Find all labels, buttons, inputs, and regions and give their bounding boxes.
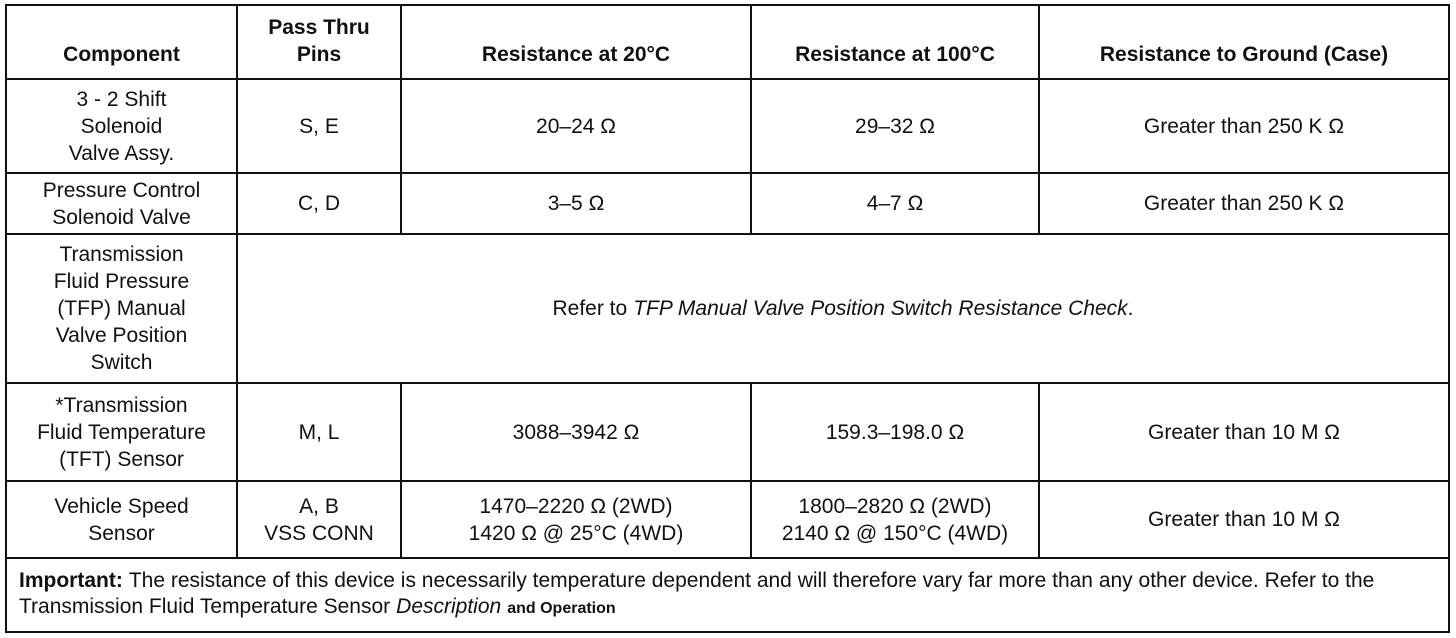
cell-text: 29–32 Ω <box>855 114 935 138</box>
footnote-text: The resistance of this device is necessa… <box>19 569 1375 618</box>
header-row: Component Pass Thru Pins Resistance at 20°C… <box>5 4 1450 80</box>
cell-text: VSS CONN <box>264 521 374 545</box>
table-cell: 1800–2820 Ω (2WD) 2140 Ω @ 150°C (4WD) <box>750 480 1040 559</box>
header-cell: Pass Thru Pins <box>236 4 402 80</box>
cell-text: 20–24 Ω <box>536 114 616 138</box>
cell-text: *Transmission <box>55 393 188 417</box>
table-cell: Transmission Fluid Pressure (TFP) Manual Va… <box>5 233 238 384</box>
table-cell: Greater than 250 K Ω <box>1038 78 1450 174</box>
cell-text: Vehicle Speed <box>54 494 189 518</box>
table-cell: Greater than 10 M Ω <box>1038 480 1450 559</box>
header-text: Component <box>63 43 180 66</box>
table-cell: 20–24 Ω <box>400 78 752 174</box>
table-cell: A, B VSS CONN <box>236 480 402 559</box>
resistance-table: Component Pass Thru Pins Resistance at 20°C… <box>5 4 1450 633</box>
table-cell: 3–5 Ω <box>400 172 752 235</box>
cell-text: Solenoid <box>80 114 163 138</box>
header-text: Pins <box>296 43 342 66</box>
cell-text: 159.3–198.0 Ω <box>825 420 965 444</box>
cell-text: S, E <box>299 114 339 138</box>
header-cell: Resistance at 100°C <box>750 4 1040 80</box>
cell-text: Greater than 250 K Ω <box>1143 192 1345 215</box>
header-text: Resistance to Ground (Case) <box>1099 43 1389 66</box>
cell-text: Greater than 250 K Ω <box>1143 114 1345 138</box>
cell-text: Fluid Pressure <box>53 270 190 293</box>
cell-text: 2140 Ω @ 150°C (4WD) <box>781 521 1009 545</box>
table-cell: 29–32 Ω <box>750 78 1040 174</box>
table-cell: 3 - 2 Shift Solenoid Valve Assy. <box>5 78 238 174</box>
cell-text: 1470–2220 Ω (2WD) <box>479 494 673 518</box>
table-cell: 159.3–198.0 Ω <box>750 382 1040 482</box>
table-cell: S, E <box>236 78 402 174</box>
table-cell: *Transmission Fluid Temperature (TFT) Sens… <box>5 382 238 482</box>
header-text: Resistance at 20°C <box>481 43 671 66</box>
cell-text: 3 - 2 Shift <box>76 87 167 111</box>
table-row: Pressure Control Solenoid Valve C, D 3–5 Ω 4… <box>5 172 1450 235</box>
cell-text: 3088–3942 Ω <box>512 420 640 444</box>
header-cell: Resistance at 20°C <box>400 4 752 80</box>
cell-emphasis: TFP Manual Valve Position Switch Resista… <box>633 297 1128 320</box>
footnote-suffix: and Operation <box>507 600 616 617</box>
footnote-label: Important: <box>19 569 123 592</box>
cell-text: Solenoid Valve <box>52 205 191 229</box>
cell-text: Fluid Temperature <box>37 420 206 444</box>
table-cell: Refer to TFP Manual Valve Position Switch… <box>236 233 1450 384</box>
header-cell: Component <box>5 4 238 80</box>
table-row: Vehicle Speed Sensor A, B VSS CONN 1470–2220… <box>5 480 1450 559</box>
cell-text: M, L <box>298 420 340 444</box>
cell-text: Switch <box>90 351 153 374</box>
table-cell: 4–7 Ω <box>750 172 1040 235</box>
table-cell: Greater than 10 M Ω <box>1038 382 1450 482</box>
cell-text: Transmission <box>59 243 184 266</box>
table-cell: C, D <box>236 172 402 235</box>
cell-text: C, D <box>298 192 340 215</box>
footnote-cell: Important: The resistance of this device … <box>5 557 1450 633</box>
cell-text: Valve Assy. <box>68 141 175 165</box>
cell-text: Pressure Control <box>42 178 201 202</box>
table-body: 3 - 2 Shift Solenoid Valve Assy. S, E 20–24 … <box>5 78 1450 633</box>
cell-text: Sensor <box>88 521 155 545</box>
table-row: *Transmission Fluid Temperature (TFT) Sens… <box>5 382 1450 482</box>
table-cell: 3088–3942 Ω <box>400 382 752 482</box>
cell-text: A, B <box>299 494 339 518</box>
cell-text: Refer to <box>552 297 628 320</box>
footnote-emphasis: Description <box>396 595 502 618</box>
header-text: Resistance at 100°C <box>795 43 995 66</box>
table-row: 3 - 2 Shift Solenoid Valve Assy. S, E 20–24 … <box>5 78 1450 174</box>
table-cell: 1470–2220 Ω (2WD) 1420 Ω @ 25°C (4WD) <box>400 480 752 559</box>
table-cell: Pressure Control Solenoid Valve <box>5 172 238 235</box>
cell-text: 3–5 Ω <box>547 192 605 215</box>
table-cell: Vehicle Speed Sensor <box>5 480 238 559</box>
header-cell: Resistance to Ground (Case) <box>1038 4 1450 80</box>
table-cell: Greater than 250 K Ω <box>1038 172 1450 235</box>
cell-text: 1420 Ω @ 25°C (4WD) <box>468 521 684 545</box>
table-cell: M, L <box>236 382 402 482</box>
cell-text: . <box>1127 297 1134 320</box>
cell-text: 4–7 Ω <box>866 192 924 215</box>
cell-text: Greater than 10 M Ω <box>1148 508 1340 531</box>
cell-text: Valve Position <box>55 324 188 347</box>
header-text: Pass Thru <box>268 16 370 39</box>
cell-text: Greater than 10 M Ω <box>1148 420 1340 444</box>
footnote-row: Important: The resistance of this device … <box>5 557 1450 633</box>
cell-text: (TFT) Sensor <box>59 447 184 471</box>
table-row: Transmission Fluid Pressure (TFP) Manual Va… <box>5 233 1450 384</box>
cell-text: (TFP) Manual <box>57 297 186 320</box>
cell-text: 1800–2820 Ω (2WD) <box>798 494 992 518</box>
